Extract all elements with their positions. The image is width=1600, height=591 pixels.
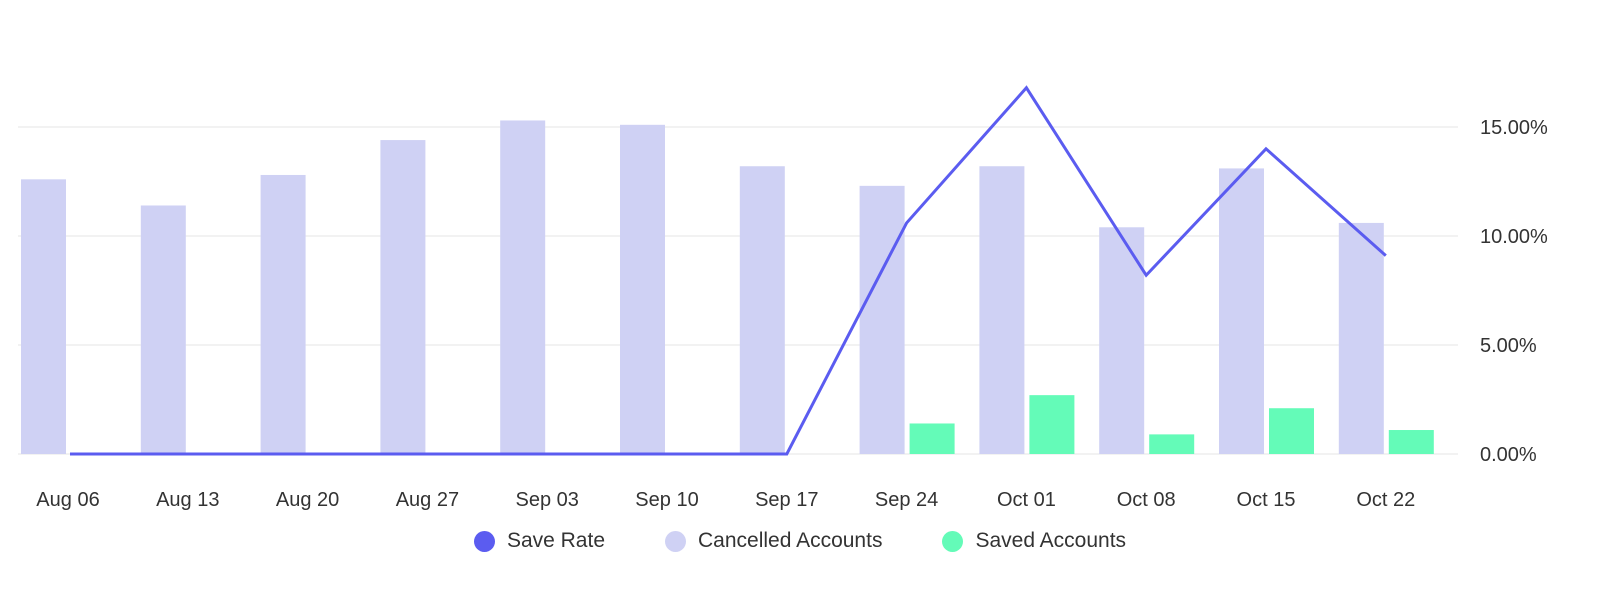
x-tick-label: Oct 15 [1237,489,1296,511]
bar-saved-accounts[interactable] [909,423,955,454]
x-tick-label: Sep 03 [516,489,579,511]
legend-item-cancelled-accounts[interactable]: Cancelled Accounts [665,529,882,553]
x-tick-label: Sep 10 [635,489,698,511]
bar-cancelled-accounts[interactable] [260,174,306,454]
legend-item-save-rate[interactable]: Save Rate [473,529,605,553]
x-tick-label: Sep 17 [755,489,818,511]
x-tick-label: Aug 27 [396,489,459,511]
legend-swatch-save-rate [473,530,495,552]
legend-label: Save Rate [506,529,605,552]
bar-cancelled-accounts[interactable] [620,124,665,454]
bar-cancelled-accounts[interactable] [140,205,186,454]
bar-cancelled-accounts[interactable] [1338,222,1384,454]
x-tick-label: Aug 20 [276,489,339,511]
bar-cancelled-accounts[interactable] [21,179,66,454]
legend-swatch-saved-accounts [942,530,964,552]
y-tick-label: 15.00% [1480,117,1548,139]
bar-cancelled-accounts[interactable] [739,166,785,455]
x-tick-label: Aug 13 [156,489,219,511]
bar-saved-accounts[interactable] [1388,430,1434,454]
legend-item-saved-accounts[interactable]: Saved Accounts [942,529,1126,553]
x-tick-label: Aug 06 [36,489,99,511]
bar-cancelled-accounts[interactable] [500,120,546,455]
bar-cancelled-accounts[interactable] [1219,168,1264,455]
legend: Save Rate Cancelled Accounts Saved Accou… [0,524,1600,558]
save-rate-line-group [70,85,1387,456]
bars [21,120,1434,455]
legend-swatch-cancelled-accounts [665,530,686,552]
save-rate-line[interactable] [70,85,1387,456]
bar-saved-accounts[interactable] [1149,434,1195,454]
bar-cancelled-accounts[interactable] [380,140,426,454]
bar-cancelled-accounts[interactable] [1099,227,1145,454]
chart-svg: 0.00% 5.00% 10.00% 15.00% Aug 06 Aug 13 Aug 2… [18,85,1548,511]
legend-label: Cancelled Accounts [698,529,883,552]
x-tick-label: Oct 08 [1117,489,1176,511]
y-axis-ticks: 0.00% 5.00% 10.00% 15.00% [1480,117,1548,466]
legend-label: Saved Accounts [975,529,1127,552]
y-tick-label: 10.00% [1480,226,1548,248]
bar-saved-accounts[interactable] [1269,408,1314,454]
x-tick-label: Sep 24 [875,489,938,511]
x-axis-ticks: Aug 06 Aug 13 Aug 20 Aug 27 Sep 03 Sep 10 Sep … [36,489,1415,511]
y-tick-label: 0.00% [1480,444,1537,466]
bar-saved-accounts[interactable] [1029,395,1075,454]
x-tick-label: Oct 22 [1356,489,1415,511]
bar-cancelled-accounts[interactable] [859,185,905,455]
x-tick-label: Oct 01 [997,489,1056,511]
bar-cancelled-accounts[interactable] [979,166,1025,455]
y-tick-label: 5.00% [1480,335,1537,357]
